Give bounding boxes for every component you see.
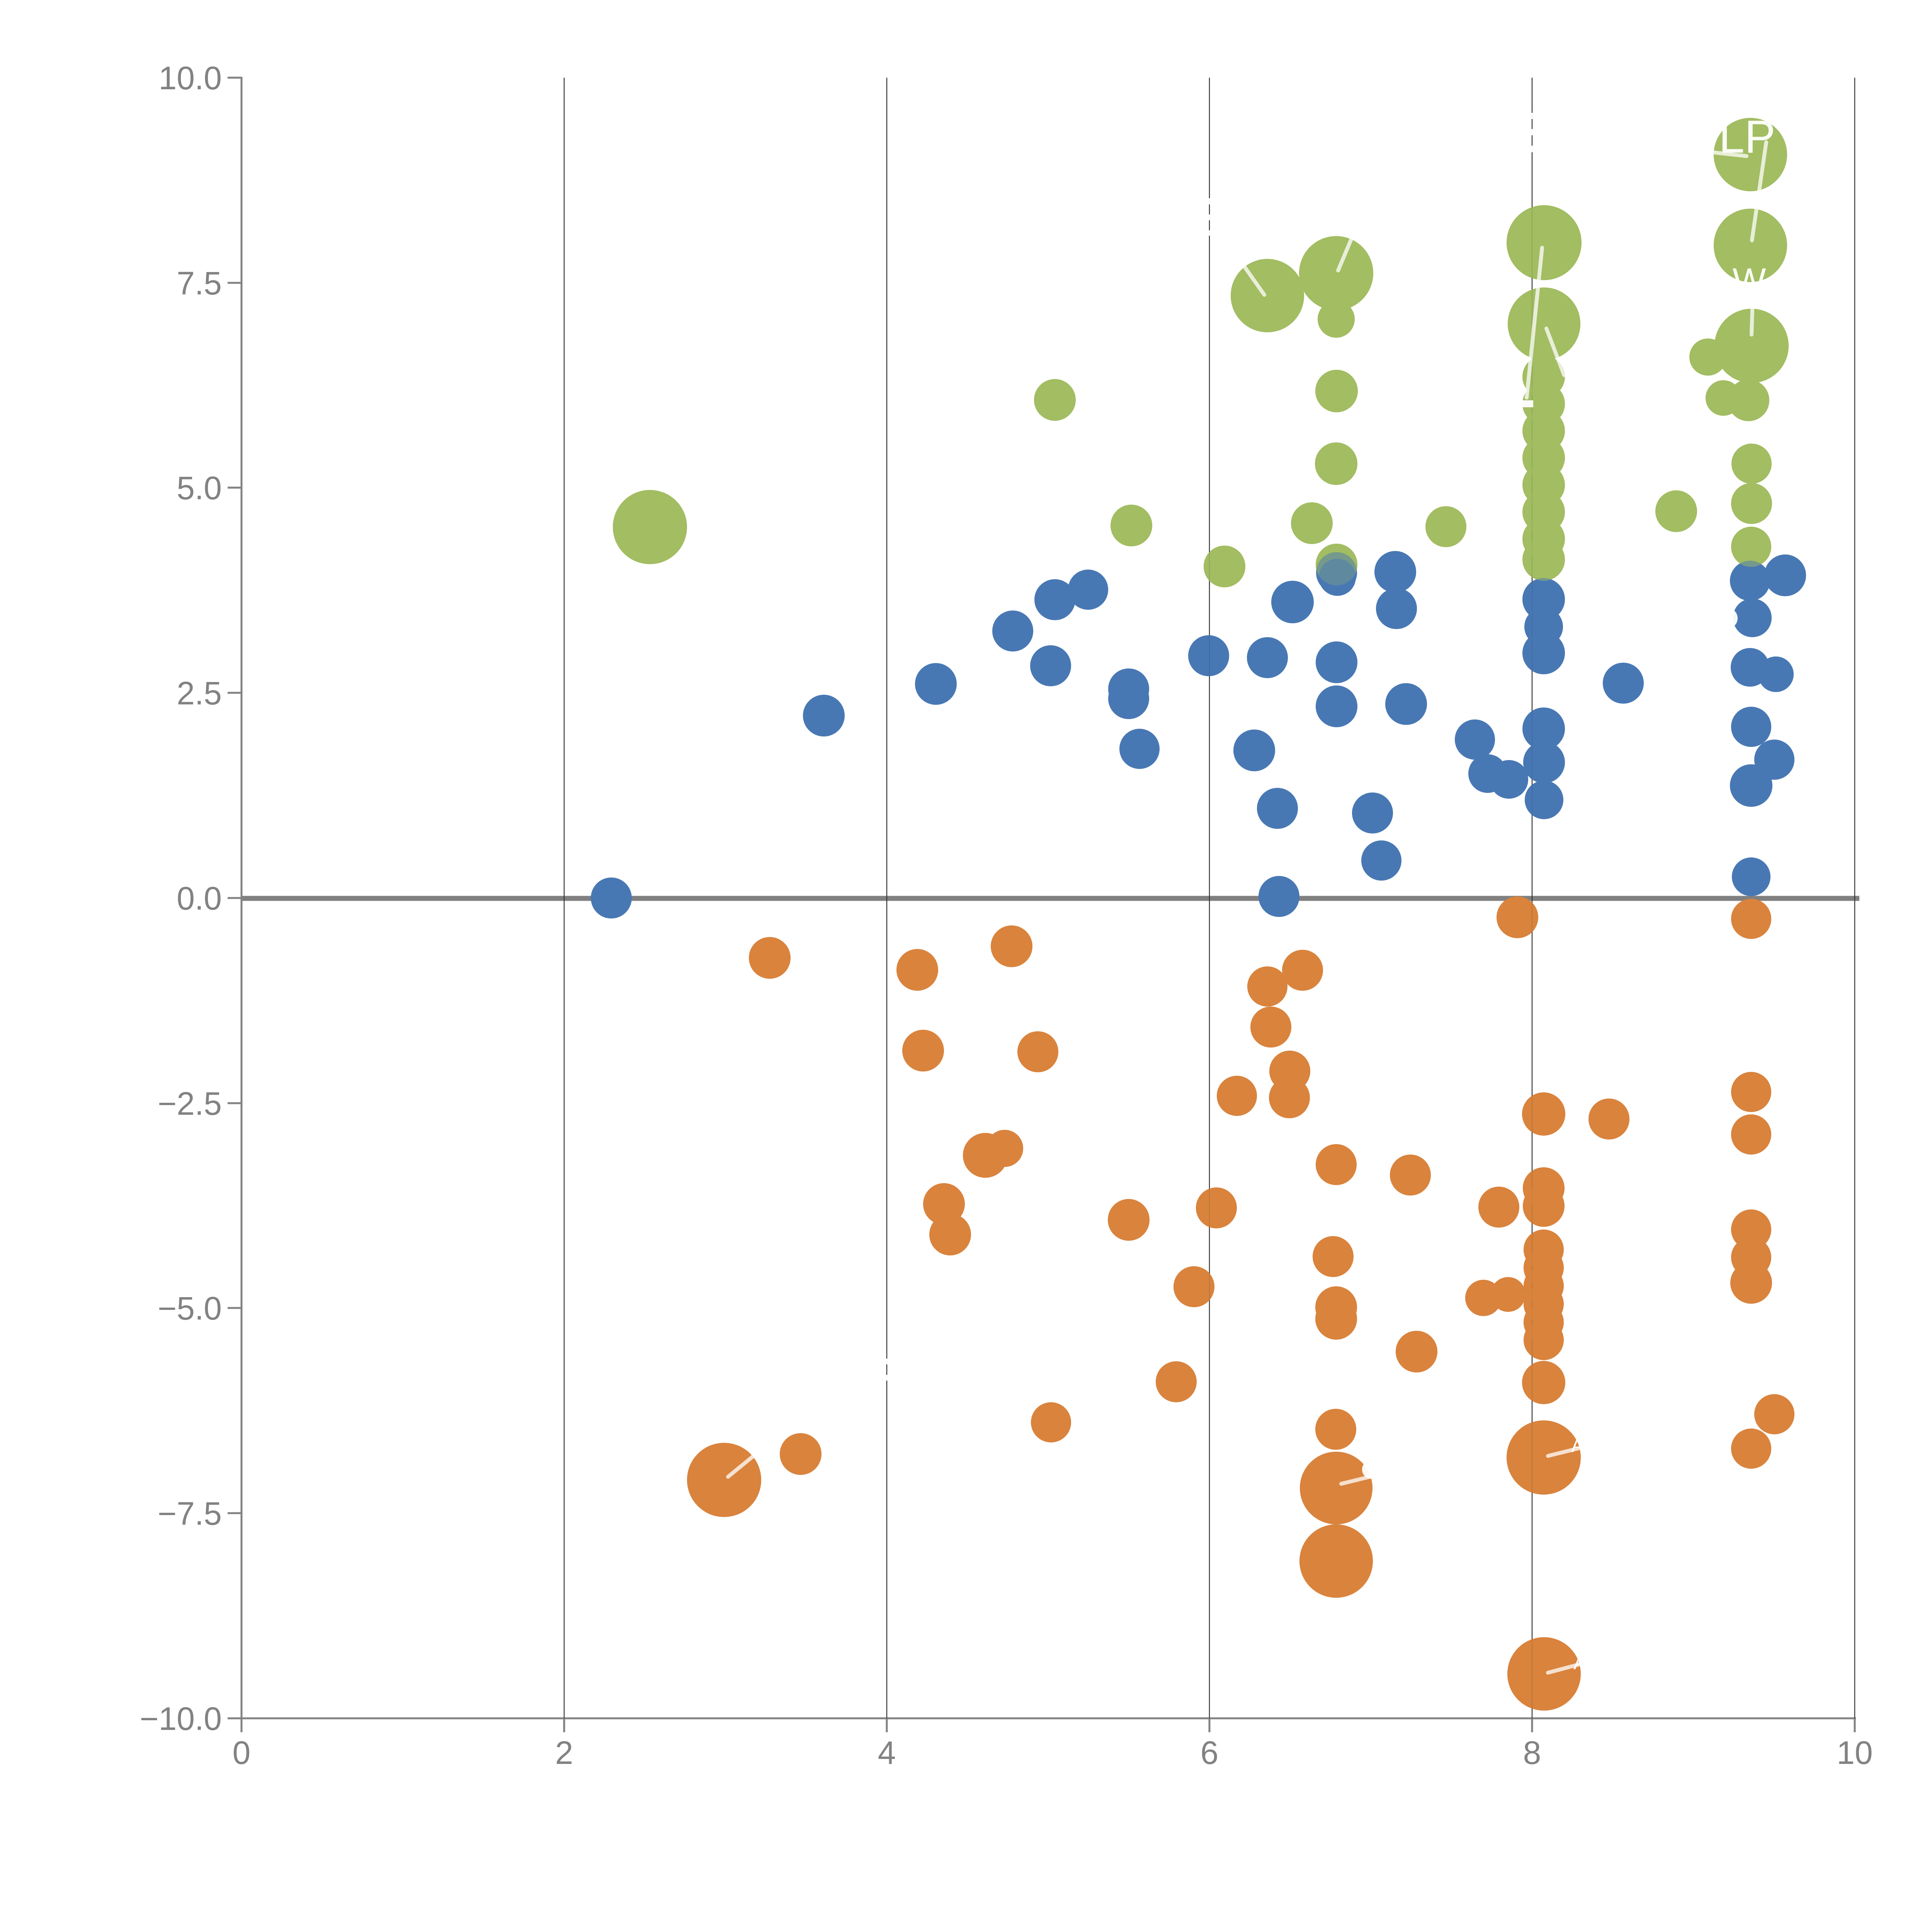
svg-text:2: 2 [555, 1735, 573, 1771]
svg-text:A: A [1573, 1651, 1587, 1674]
svg-text:W: W [1733, 261, 1766, 301]
svg-text:7.5: 7.5 [177, 265, 222, 301]
svg-text:LP: LP [1719, 111, 1776, 163]
svg-text:5.0: 5.0 [177, 470, 222, 506]
svg-text:−7.5: −7.5 [158, 1495, 222, 1532]
svg-text:8: 8 [1523, 1735, 1541, 1771]
svg-text:6: 6 [1201, 1735, 1219, 1771]
svg-text:4: 4 [878, 1735, 896, 1771]
svg-text:−2.5: −2.5 [158, 1085, 222, 1122]
svg-text:10.0: 10.0 [159, 60, 222, 96]
svg-text:2.5: 2.5 [177, 675, 222, 711]
svg-text:0: 0 [233, 1735, 251, 1771]
svg-text:−5.0: −5.0 [158, 1290, 222, 1327]
svg-text:A: A [1571, 1434, 1585, 1457]
svg-text:0.0: 0.0 [177, 880, 222, 917]
svg-text:−10.0: −10.0 [139, 1701, 222, 1737]
svg-text:10: 10 [1837, 1735, 1872, 1771]
